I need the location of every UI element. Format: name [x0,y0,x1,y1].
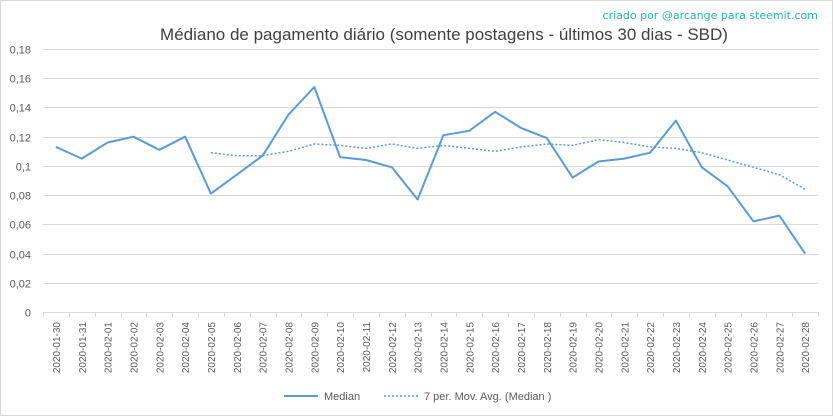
y-tick-label: 0,12 [10,133,31,145]
x-tick-label: 2020-02-03 [155,322,166,374]
median-line [55,86,806,255]
x-tick-label: 2020-02-11 [362,322,373,373]
x-tick-label: 2020-02-26 [749,322,760,374]
x-tick-label: 2020-02-23 [672,322,683,374]
x-tick-label: 2020-02-14 [439,322,450,374]
y-tick-label: 0,18 [10,45,31,57]
x-tick-label: 2020-02-17 [517,322,528,374]
x-tick-label: 2020-02-02 [129,322,140,374]
x-axis: 2020-01-30 2020-01-31 2020-02-01 2020-02-02… [43,312,819,373]
x-tick-label: 2020-02-12 [388,322,399,374]
legend-label: 7 per. Mov. Avg. (Median ) [424,391,551,403]
y-tick-label: 0,16 [10,74,31,86]
x-tick-label: 2020-02-28 [801,322,812,374]
moving-average-line [210,138,806,190]
x-tick-label: 2020-02-21 [620,322,631,374]
y-tick-label: 0,14 [10,103,31,115]
y-tick-label: 0,06 [10,220,31,232]
gridlines [43,49,818,313]
series-lines [55,86,806,255]
x-tick-label: 2020-01-30 [52,322,63,374]
legend-label: Median [324,391,360,403]
x-tick-label: 2020-02-19 [569,322,580,374]
y-tick-label: 0 [25,308,31,320]
x-tick-label: 2020-02-13 [414,322,425,374]
x-tick-label: 2020-02-27 [775,322,786,374]
y-tick-label: 0,1 [16,162,31,174]
x-tick-label: 2020-02-07 [259,322,270,374]
credit-text: criado por @arcange para steemit.com [603,9,818,22]
x-tick-label: 2020-01-31 [78,322,89,374]
x-tick-label: 2020-02-04 [181,322,192,374]
x-tick-label: 2020-02-22 [646,322,657,374]
x-tick-label: 2020-02-18 [543,322,554,374]
chart-title: Médiano de pagamento diário (somente pos… [160,25,728,44]
x-tick-label: 2020-02-25 [724,322,735,374]
legend: Median 7 per. Mov. Avg. (Median ) [284,391,551,403]
x-tick-label: 2020-02-15 [465,322,476,374]
y-tick-label: 0,08 [10,191,31,203]
x-tick-label: 2020-02-05 [207,322,218,374]
x-tick-label: 2020-02-16 [491,322,502,374]
x-tick-label: 2020-02-08 [284,322,295,374]
x-tick-label: 2020-02-06 [233,322,244,374]
y-axis-ticks: 0 0,02 0,04 0,06 0,08 0,1 0,12 0,14 0,16 0,18 [10,45,31,320]
x-tick-label: 2020-02-09 [310,322,321,374]
x-tick-label: 2020-02-20 [594,322,605,374]
y-tick-label: 0,02 [10,279,31,291]
x-tick-label: 2020-02-24 [698,322,709,374]
x-tick-label: 2020-02-10 [336,322,347,374]
y-tick-label: 0,04 [10,250,31,262]
x-tick-label: 2020-02-01 [104,322,115,374]
